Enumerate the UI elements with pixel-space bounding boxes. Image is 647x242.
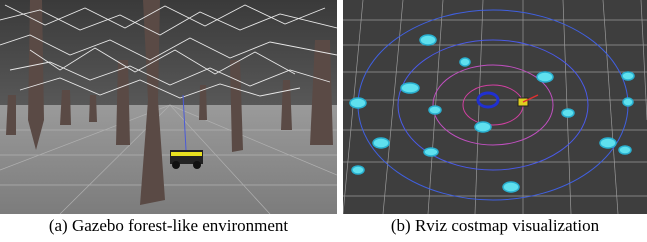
caption-a: (a) Gazebo forest-like environment: [0, 216, 337, 236]
caption-b: (b) Rviz costmap visualization: [343, 216, 647, 236]
background: [343, 0, 647, 214]
figure: (a) Gazebo forest-like environment (b) R…: [0, 0, 647, 242]
gazebo-image: [0, 0, 337, 214]
rviz-image: [343, 0, 647, 214]
